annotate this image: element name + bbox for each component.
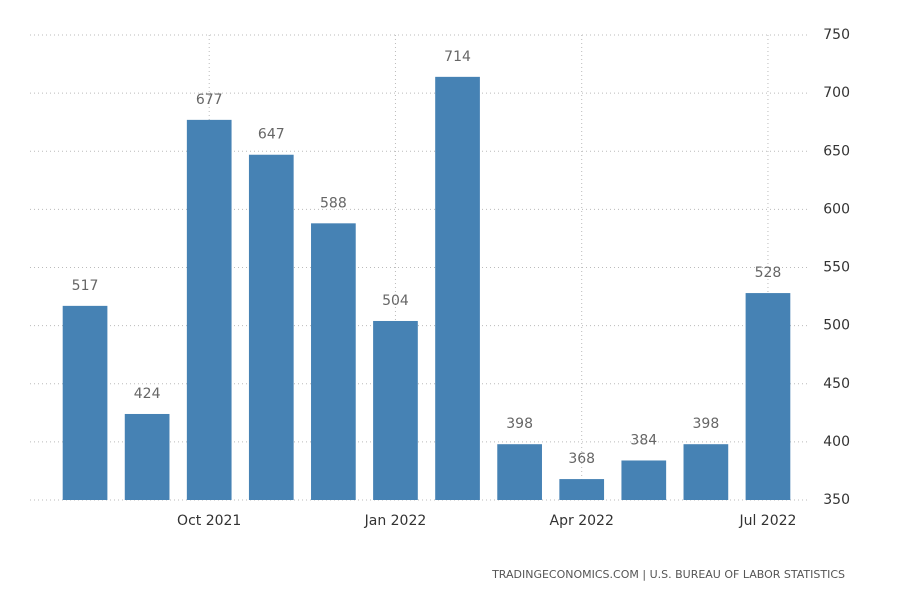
y-tick-label: 600: [823, 201, 850, 217]
value-label: 368: [568, 451, 595, 467]
bar: [124, 413, 170, 500]
x-tick-label: Jan 2022: [364, 513, 427, 529]
value-label: 517: [72, 278, 99, 294]
bar: [683, 444, 729, 500]
value-label: 714: [444, 49, 471, 65]
source: TRADINGECONOMICS.COM | U.S. BUREAU OF LA…: [491, 568, 845, 581]
y-tick-label: 500: [823, 318, 850, 334]
value-label: 398: [506, 416, 533, 432]
y-tick-label: 650: [823, 143, 850, 159]
y-tick-label: 750: [823, 27, 850, 43]
value-label: 504: [382, 293, 409, 309]
bar: [62, 305, 108, 500]
bar: [435, 76, 480, 500]
bar: [248, 154, 294, 501]
value-label: 424: [134, 386, 161, 402]
value-label: 588: [320, 195, 347, 211]
y-tick-label: 550: [823, 260, 850, 276]
bar: [311, 223, 356, 500]
x-tick-label: Jul 2022: [738, 513, 796, 529]
value-label: 528: [755, 265, 782, 281]
y-tick-label: 700: [823, 85, 850, 101]
x-tick-label: Oct 2021: [177, 513, 241, 529]
value-label: 677: [196, 92, 223, 108]
y-tick-label: 350: [823, 492, 850, 508]
bar: [186, 119, 232, 501]
y-tick-label: 450: [823, 376, 850, 392]
bar: [559, 479, 605, 500]
value-label: 384: [630, 432, 657, 448]
bar: [745, 293, 791, 500]
x-tick-label: Apr 2022: [550, 513, 614, 529]
bar: [497, 444, 542, 500]
value-label: 398: [693, 416, 720, 432]
y-tick-label: 400: [823, 434, 850, 450]
bar: [621, 460, 667, 500]
value-label: 647: [258, 127, 285, 143]
bar: [373, 320, 418, 500]
